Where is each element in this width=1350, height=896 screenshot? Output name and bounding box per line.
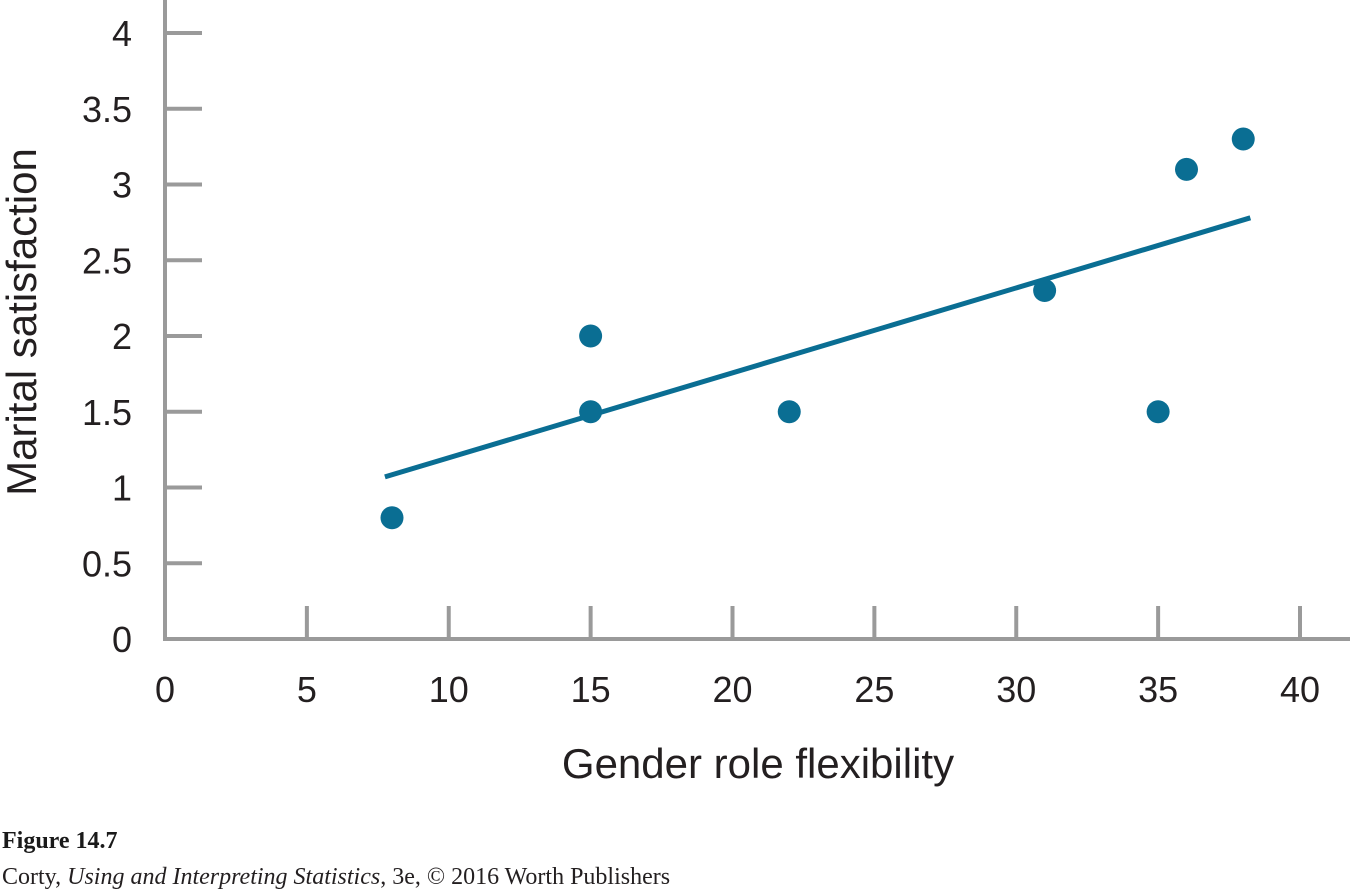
- y-tick-label: 4: [112, 13, 132, 54]
- y-tick-label: 2.5: [82, 240, 132, 281]
- y-tick-label: 3: [112, 165, 132, 206]
- x-axis-ticks: 0 5 10 15 20 25 30 35 40: [155, 606, 1320, 710]
- y-tick-label: 3.5: [82, 89, 132, 130]
- source-separator: ,: [55, 864, 68, 890]
- data-point: [1146, 400, 1170, 424]
- data-point: [1033, 279, 1057, 303]
- y-tick-label: 0.5: [82, 543, 132, 584]
- x-tick-label: 30: [996, 669, 1036, 710]
- scatter-chart: 0 5 10 15 20 25 30 35 40 0 0.5 1 1.5 2 2.5 3 3.5 4 Gende…: [0, 0, 1350, 787]
- y-tick-label: 0: [112, 619, 132, 660]
- y-tick-label: 1: [112, 468, 132, 509]
- data-point: [777, 400, 801, 424]
- source-author: Corty: [2, 864, 56, 890]
- x-tick-label: 15: [571, 669, 611, 710]
- data-point: [579, 400, 603, 424]
- x-tick-label: 25: [854, 669, 894, 710]
- x-tick-label: 35: [1138, 669, 1178, 710]
- y-tick-label: 1.5: [82, 392, 132, 433]
- x-axis-title: Gender role flexibility: [562, 740, 954, 787]
- axes: [163, 0, 1350, 641]
- source-book-title: Using and Interpreting Statistics: [67, 864, 381, 890]
- figure-label: Figure 14.7: [2, 828, 118, 854]
- data-point: [1175, 157, 1198, 181]
- data-point: [1231, 127, 1255, 151]
- x-tick-label: 0: [155, 669, 175, 710]
- data-point: [579, 324, 603, 348]
- y-tick-label: 2: [112, 316, 132, 357]
- regression-line-group: [384, 215, 1252, 480]
- x-tick-label: 20: [712, 669, 752, 710]
- figure-source: Corty, Using and Interpreting Statistics…: [2, 864, 670, 891]
- regression-line: [384, 215, 1252, 480]
- x-tick-label: 40: [1280, 669, 1320, 710]
- x-tick-label: 10: [429, 669, 469, 710]
- y-axis-ticks: 0 0.5 1 1.5 2 2.5 3 3.5 4: [82, 13, 202, 660]
- data-points: [380, 127, 1255, 530]
- x-tick-label: 5: [297, 669, 317, 710]
- source-edition-publisher: , 3e, © 2016 Worth Publishers: [380, 864, 671, 890]
- data-point: [380, 506, 404, 530]
- y-axis-title: Marital satisfaction: [0, 148, 45, 496]
